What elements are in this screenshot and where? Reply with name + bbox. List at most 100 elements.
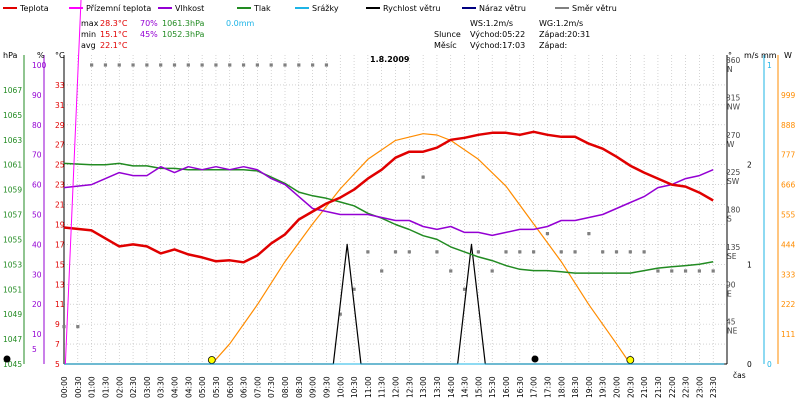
wind-direction-dot — [241, 63, 246, 67]
x-tick-label: 13:00 — [419, 376, 428, 398]
solar-tick-label: 111 — [781, 330, 796, 339]
moonset-time: Západ: — [539, 41, 567, 50]
stat-min-humidity: 45% — [140, 30, 158, 39]
x-tick-label: 16:00 — [502, 376, 511, 398]
x-tick-label: 05:30 — [212, 376, 221, 398]
wind-direction-dot — [435, 250, 439, 254]
direction-cardinal-label: SW — [727, 177, 740, 186]
pressure-tick-label: 1047 — [3, 335, 22, 344]
wind-direction-dot — [393, 250, 398, 254]
wind-direction-dot — [518, 250, 522, 254]
direction-tick-label: 45 — [726, 318, 736, 327]
wind-direction-dot — [601, 250, 605, 254]
direction-tick-label: 135 — [726, 243, 741, 252]
moonrise-marker — [531, 355, 539, 363]
x-tick-label: 18:30 — [571, 376, 580, 398]
x-tick-label: 21:30 — [654, 376, 663, 398]
chart-date-title: 1.8.2009 — [370, 55, 410, 64]
wind-direction-dot — [90, 63, 94, 67]
wind-direction-dot — [352, 287, 356, 291]
wind-direction-dot — [338, 312, 342, 316]
wind-direction-dot — [76, 325, 80, 329]
wind-direction-dot — [283, 63, 287, 67]
pressure-tick-label: 1063 — [3, 136, 22, 145]
wind-direction-dot — [103, 63, 108, 67]
sun-label: Slunce — [434, 30, 461, 39]
x-tick-label: 13:30 — [433, 376, 442, 398]
x-tick-label: 14:30 — [461, 376, 470, 398]
x-axis-label: čas — [733, 371, 746, 380]
temperature-tick-label: 23 — [55, 181, 65, 190]
wind-tick-label: 0 — [747, 360, 752, 369]
direction-cardinal-label: S — [727, 215, 732, 224]
solar-tick-label: 999 — [781, 91, 796, 100]
x-tick-label: 07:00 — [253, 376, 262, 398]
x-tick-label: 20:00 — [613, 376, 622, 398]
humidity-unit-label: % — [37, 51, 45, 60]
temperature-tick-label: 31 — [55, 101, 65, 110]
x-tick-label: 03:30 — [157, 376, 166, 398]
humidity-tick-label: 70 — [32, 151, 42, 160]
direction-cardinal-label: W — [727, 140, 735, 149]
temperature-tick-label: 21 — [55, 201, 65, 210]
wind-direction-dot — [545, 232, 550, 236]
temperature-tick-label: 13 — [55, 280, 65, 289]
wind-direction-dot — [697, 269, 701, 273]
pressure-tick-label: 1059 — [3, 186, 22, 195]
moonrise-time: Východ:17:03 — [470, 41, 525, 50]
legend-label: Směr větru — [572, 4, 617, 13]
direction-tick-label: 90 — [726, 280, 736, 289]
sunrise-time: Východ:05:22 — [470, 30, 525, 39]
x-tick-label: 17:00 — [530, 376, 539, 398]
stat-min-temp: 15.1°C — [100, 30, 128, 39]
temperature-line — [63, 130, 714, 264]
stat-max-temp: 28.3°C — [100, 19, 128, 28]
x-tick-label: 08:00 — [281, 376, 290, 398]
x-tick-label: 02:00 — [115, 376, 124, 398]
solar-tick-label: 333 — [781, 270, 796, 279]
direction-tick-label: 180 — [726, 206, 741, 215]
wind-direction-dot — [421, 175, 425, 179]
pressure-tick-label: 1051 — [3, 285, 22, 294]
wind-direction-dot — [186, 63, 190, 67]
x-tick-label: 09:00 — [309, 376, 318, 398]
wind-direction-dot — [145, 63, 149, 67]
moon-label: Měsíc — [434, 41, 457, 50]
x-tick-label: 08:30 — [295, 376, 304, 398]
stat-max-humidity: 70% — [140, 19, 158, 28]
temperature-tick-label: 27 — [55, 141, 65, 150]
solar-tick-label: 444 — [781, 240, 796, 249]
wind-direction-dot — [559, 250, 563, 254]
x-tick-label: 23:00 — [695, 376, 704, 398]
x-tick-label: 04:30 — [184, 376, 193, 398]
wind-direction-dot — [62, 325, 66, 329]
wind-direction-dot — [407, 250, 411, 254]
x-tick-label: 20:30 — [626, 376, 635, 398]
x-tick-label: 22:30 — [682, 376, 691, 398]
x-tick-label: 10:30 — [350, 376, 359, 398]
x-tick-label: 19:00 — [585, 376, 594, 398]
sunrise-marker — [207, 356, 216, 364]
x-tick-label: 01:30 — [101, 376, 110, 398]
pressure-tick-label: 1053 — [3, 260, 22, 269]
legend-label: Rychlost větru — [383, 4, 440, 13]
x-tick-label: 10:00 — [336, 376, 345, 398]
wind-direction-dot — [504, 250, 508, 254]
stat-max-label: max — [81, 19, 99, 28]
humidity-tick-label: 5 — [32, 345, 37, 354]
x-tick-label: 18:00 — [557, 376, 566, 398]
humidity-tick-label: 20 — [32, 300, 42, 309]
wind-direction-dot — [614, 250, 619, 254]
temperature-tick-label: 29 — [55, 121, 65, 130]
legend-label: Tlak — [253, 4, 271, 13]
wind-direction-dot — [476, 250, 480, 254]
wind-speed-info: WS:1.2m/s — [470, 19, 513, 28]
humidity-tick-label: 100 — [32, 61, 47, 70]
wind-direction-dot — [131, 63, 135, 67]
sunset-marker — [626, 356, 635, 364]
wind-direction-dot — [117, 63, 121, 67]
x-tick-label: 12:30 — [405, 376, 414, 398]
temperature-unit-label: °C — [55, 51, 65, 60]
humidity-tick-label: 60 — [32, 181, 42, 190]
x-tick-label: 17:30 — [543, 376, 552, 398]
